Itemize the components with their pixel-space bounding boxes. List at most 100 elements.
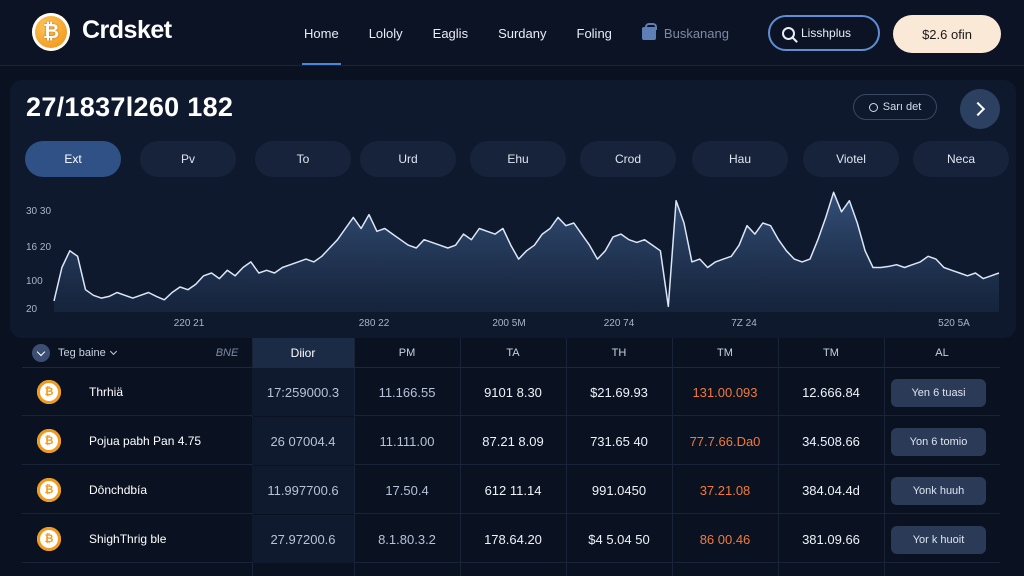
cell-value: 87.21 8.09 [482,433,544,449]
coin-name: ShighThrig ble [89,532,167,546]
x-tick-label: 520 5A [938,318,970,329]
column-divider [778,338,779,576]
chevron-down-circle-icon [32,344,50,362]
brand-name[interactable]: Crdsket [82,16,172,44]
tab-8[interactable]: Viotel [803,141,899,177]
price-line [53,191,1000,308]
coin-name: Dônchdbía [89,483,148,497]
table-row[interactable]: ₿ Pojua pabh Pan 4.75 26 07004.4 11.111.… [22,417,1000,465]
tab-1[interactable]: Ext [25,141,121,177]
top-bar: ₿ Crdsket Home Lololy Eaglis Surdany Fol… [0,0,1024,66]
table-row[interactable]: ₿ ShighThrig ble 27.97200.6 8.1.80.3.2 1… [22,515,1000,563]
cell-value: 381.09.66 [802,531,860,547]
column-divider [460,338,461,576]
bitcoin-logo-icon[interactable]: ₿ [32,13,70,51]
column-header-7[interactable]: TM [717,347,733,359]
cell-value: 731.65 40 [590,433,648,449]
tab-2[interactable]: Pv [140,141,236,177]
nav-item-4[interactable]: Surdany [498,25,547,41]
date-badge[interactable]: Sarı det [853,94,937,120]
coin-name-cell: ₿ Dônchdbía [22,466,252,514]
column-divider [672,338,673,576]
cell-value: 384.04.4d [802,482,860,498]
coin-name-cell: ₿ Pojua pabh Pan 4.75 [22,417,252,465]
cell-change-negative: 131.00.093 [692,384,758,400]
tab-6[interactable]: Crod [580,141,676,177]
cell-value: $4 5.04 50 [588,531,650,547]
column-divider [566,338,567,576]
cell-value: 34.508.66 [802,433,860,449]
cell-value: 26 07004.4 [252,417,354,465]
row-action-button[interactable]: Yen 6 tuasi [891,379,986,407]
x-tick-label: 7Z 24 [731,318,757,329]
cell-value: 12.666.84 [802,384,860,400]
table-row[interactable]: ₿ Thrhiä 17:259000.3 11.166.55 9101 8.30… [22,368,1000,416]
column-header-4[interactable]: PM [398,347,416,359]
y-tick-label: 16 20 [26,242,51,253]
clock-icon [868,102,878,112]
cell-value: 11.111.00 [379,433,435,449]
coin-name: Thrhiä [89,385,124,399]
price-button[interactable]: $2.6 ofin [893,15,1001,53]
timeframe-tabs: Ext Pv To Urd Ehu Crod Hau Viotel Neca [25,141,1009,177]
table-row[interactable]: ₿ Dônchdbía 11.997700.6 17.50.4 612 11.1… [22,466,1000,514]
cell-change-negative: 37.21.08 [699,482,751,498]
cell-change-negative: 86 00.46 [699,531,751,547]
tab-4[interactable]: Urd [360,141,456,177]
y-tick-label: 20 [26,304,38,315]
column-selector[interactable]: Teg baine [22,338,212,368]
page-title: 27/1837l260 182 [26,92,234,122]
tab-9[interactable]: Neca [913,141,1009,177]
nav-item-2[interactable]: Lololy [368,25,403,41]
date-badge-label: Sarı det [882,101,922,113]
column-header-6[interactable]: TH [611,347,627,359]
column-header-8[interactable]: TM [823,347,839,359]
market-panel: 27/1837l260 182 Sarı det Ext Pv To Urd E… [10,80,1016,338]
column-divider [354,338,355,576]
cell-value: $21.69.93 [590,384,648,400]
x-tick-label: 220 74 [604,318,635,329]
bag-icon [641,22,657,40]
search-label: Lisshplus [801,26,852,40]
tab-3[interactable]: To [255,141,351,177]
column-header-name: Teg baine [58,347,106,359]
coin-name-cell: ₿ ShighThrig ble [22,515,252,563]
x-tick-label: 280 22 [359,318,390,329]
caret-down-icon [109,347,117,356]
row-action-button[interactable]: Yon 6 tomio [891,428,986,456]
row-action-button[interactable]: Yonk huuh [891,477,986,505]
column-divider [884,338,885,576]
next-button[interactable] [960,89,1000,129]
cell-value: 8.1.80.3.2 [378,531,436,547]
cell-value: 27.97200.6 [252,515,354,563]
price-area-fill [54,192,999,312]
tab-5[interactable]: Ehu [470,141,566,177]
row-action-button[interactable]: Yor k huoit [891,526,986,554]
bitcoin-coin-icon: ₿ [37,380,61,404]
coin-name: Pojua pabh Pan 4.75 [89,434,202,448]
cell-value: 612 11.14 [484,482,542,498]
search-icon [782,26,795,40]
y-tick-label: 100 [26,276,43,287]
coin-table: Teg baine BNE Diior PM TA TH TM TM AL ₿ … [22,338,1000,576]
nav-item-bookmark-label: Buskanang [663,25,729,41]
main-nav: Home Lololy Eaglis Surdany Foling Buskan… [290,0,745,66]
cell-change-negative: 77.7.66.Da0 [689,433,761,449]
column-header-2[interactable]: BNE [215,347,239,359]
column-header-3[interactable]: Diior [252,338,354,368]
tab-7[interactable]: Hau [692,141,788,177]
price-area-chart[interactable]: 30 30 16 20 100 20 220 21 280 22 200 5M 220 74… [24,180,1004,330]
table-header: Teg baine BNE Diior PM TA TH TM TM AL [22,338,1000,368]
nav-item-3[interactable]: Eaglis [432,25,469,41]
nav-item-home[interactable]: Home [290,0,353,66]
search-button[interactable]: Lisshplus [768,15,880,51]
cell-value: 11.166.55 [378,384,436,400]
y-tick-label: 30 30 [26,206,51,217]
nav-item-bookmark[interactable]: Buskanang [628,0,743,66]
nav-item-5[interactable]: Foling [576,25,612,41]
chevron-right-icon [970,101,986,117]
column-header-9[interactable]: AL [935,347,949,359]
bitcoin-coin-icon: ₿ [37,429,61,453]
cell-value: 9101 8.30 [484,384,542,400]
column-header-5[interactable]: TA [506,347,520,359]
